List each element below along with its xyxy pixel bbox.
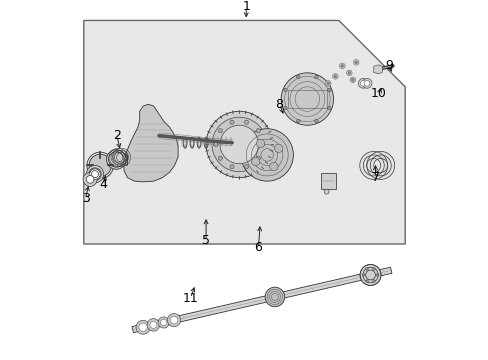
FancyBboxPatch shape	[320, 174, 335, 189]
Circle shape	[364, 81, 369, 86]
Text: 10: 10	[370, 87, 386, 100]
Circle shape	[353, 59, 358, 65]
Text: 2: 2	[113, 129, 121, 142]
Text: 3: 3	[81, 192, 89, 205]
Circle shape	[325, 81, 330, 86]
Circle shape	[327, 107, 330, 110]
Circle shape	[158, 317, 169, 328]
Circle shape	[108, 152, 124, 167]
Text: 4: 4	[99, 178, 107, 191]
Circle shape	[339, 63, 345, 69]
Circle shape	[346, 70, 351, 76]
Circle shape	[256, 129, 260, 133]
Circle shape	[375, 274, 378, 276]
Circle shape	[358, 78, 367, 88]
Circle shape	[139, 323, 147, 332]
Circle shape	[349, 77, 355, 83]
Circle shape	[340, 64, 343, 67]
Circle shape	[90, 169, 100, 179]
Circle shape	[86, 176, 94, 183]
Polygon shape	[124, 104, 178, 182]
Circle shape	[362, 274, 364, 276]
Circle shape	[212, 117, 266, 172]
Circle shape	[160, 319, 166, 326]
Circle shape	[332, 73, 337, 79]
Circle shape	[360, 81, 366, 86]
Circle shape	[89, 154, 111, 177]
Circle shape	[256, 139, 264, 148]
Circle shape	[333, 75, 336, 78]
Circle shape	[281, 73, 333, 125]
Circle shape	[372, 267, 375, 270]
Circle shape	[269, 162, 278, 171]
Circle shape	[83, 172, 97, 186]
Circle shape	[296, 119, 300, 123]
Circle shape	[314, 75, 318, 79]
Text: 5: 5	[202, 234, 210, 247]
Circle shape	[256, 156, 260, 160]
Circle shape	[326, 82, 329, 85]
Circle shape	[264, 287, 284, 307]
Circle shape	[218, 156, 222, 160]
Circle shape	[296, 75, 300, 79]
Circle shape	[241, 129, 293, 181]
Circle shape	[324, 189, 328, 194]
Circle shape	[274, 144, 283, 153]
Polygon shape	[132, 267, 391, 333]
Circle shape	[167, 314, 181, 327]
Polygon shape	[119, 155, 127, 166]
Circle shape	[147, 319, 160, 331]
Circle shape	[327, 88, 330, 92]
Circle shape	[220, 125, 258, 164]
Circle shape	[314, 119, 318, 123]
Circle shape	[251, 157, 259, 166]
Circle shape	[260, 142, 264, 147]
Circle shape	[106, 150, 126, 169]
Text: 8: 8	[275, 98, 283, 111]
Text: 9: 9	[385, 59, 393, 72]
Circle shape	[362, 78, 371, 88]
Circle shape	[229, 120, 234, 124]
Circle shape	[283, 88, 286, 92]
Circle shape	[365, 280, 367, 283]
Text: 6: 6	[254, 241, 262, 254]
Circle shape	[354, 61, 357, 64]
Polygon shape	[373, 65, 382, 74]
Circle shape	[244, 120, 248, 124]
Circle shape	[213, 142, 218, 147]
Text: 11: 11	[182, 292, 198, 305]
Circle shape	[88, 168, 101, 180]
Circle shape	[244, 165, 248, 169]
Circle shape	[170, 316, 178, 324]
Circle shape	[205, 111, 272, 177]
Circle shape	[150, 321, 157, 328]
Polygon shape	[83, 21, 405, 244]
Circle shape	[351, 78, 353, 81]
Text: 7: 7	[371, 171, 379, 184]
Circle shape	[86, 166, 103, 183]
Circle shape	[347, 71, 350, 74]
Circle shape	[218, 129, 222, 133]
Circle shape	[359, 265, 380, 285]
Circle shape	[283, 107, 286, 110]
Circle shape	[229, 165, 234, 169]
Circle shape	[365, 267, 367, 270]
Circle shape	[136, 320, 150, 334]
Circle shape	[372, 280, 375, 283]
Circle shape	[91, 171, 98, 177]
Text: 1: 1	[242, 0, 250, 13]
